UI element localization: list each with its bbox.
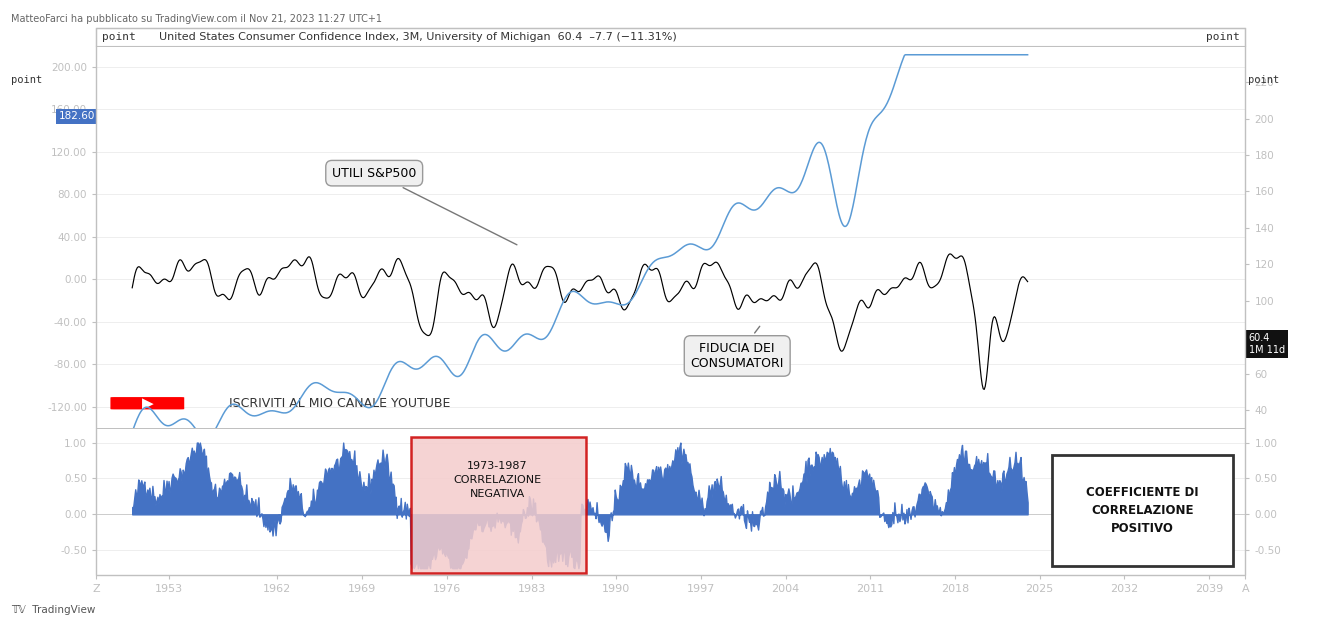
Text: point: point <box>1248 75 1279 85</box>
Text: ▶: ▶ <box>143 396 153 411</box>
Text: point: point <box>1205 32 1240 42</box>
Text: 60.4
1M 11d: 60.4 1M 11d <box>1249 333 1285 355</box>
Text: COEFFICIENTE DI
CORRELAZIONE
POSITIVO: COEFFICIENTE DI CORRELAZIONE POSITIVO <box>1087 486 1199 536</box>
Text: MatteoFarci ha pubblicato su TradingView.com il Nov 21, 2023 11:27 UTC+1: MatteoFarci ha pubblicato su TradingView… <box>11 14 382 24</box>
FancyBboxPatch shape <box>1052 455 1233 566</box>
Text: FIDUCIA DEI
CONSUMATORI: FIDUCIA DEI CONSUMATORI <box>690 327 785 370</box>
Text: UTILI S&P500: UTILI S&P500 <box>332 167 517 245</box>
Text: ISCRIVITI AL MIO CANALE YOUTUBE: ISCRIVITI AL MIO CANALE YOUTUBE <box>229 397 450 410</box>
Text: point: point <box>101 32 136 42</box>
Text: 182.60: 182.60 <box>59 111 95 121</box>
Text: point: point <box>11 75 41 85</box>
Text: United States Consumer Confidence Index, 3M, University of Michigan  60.4  –7.7 : United States Consumer Confidence Index,… <box>159 32 677 42</box>
FancyBboxPatch shape <box>410 437 586 573</box>
Text: 𝕋𝕍  TradingView: 𝕋𝕍 TradingView <box>11 605 95 615</box>
Text: 1973-1987
CORRELAZIONE
NEGATIVA: 1973-1987 CORRELAZIONE NEGATIVA <box>454 461 542 499</box>
FancyBboxPatch shape <box>111 397 184 409</box>
